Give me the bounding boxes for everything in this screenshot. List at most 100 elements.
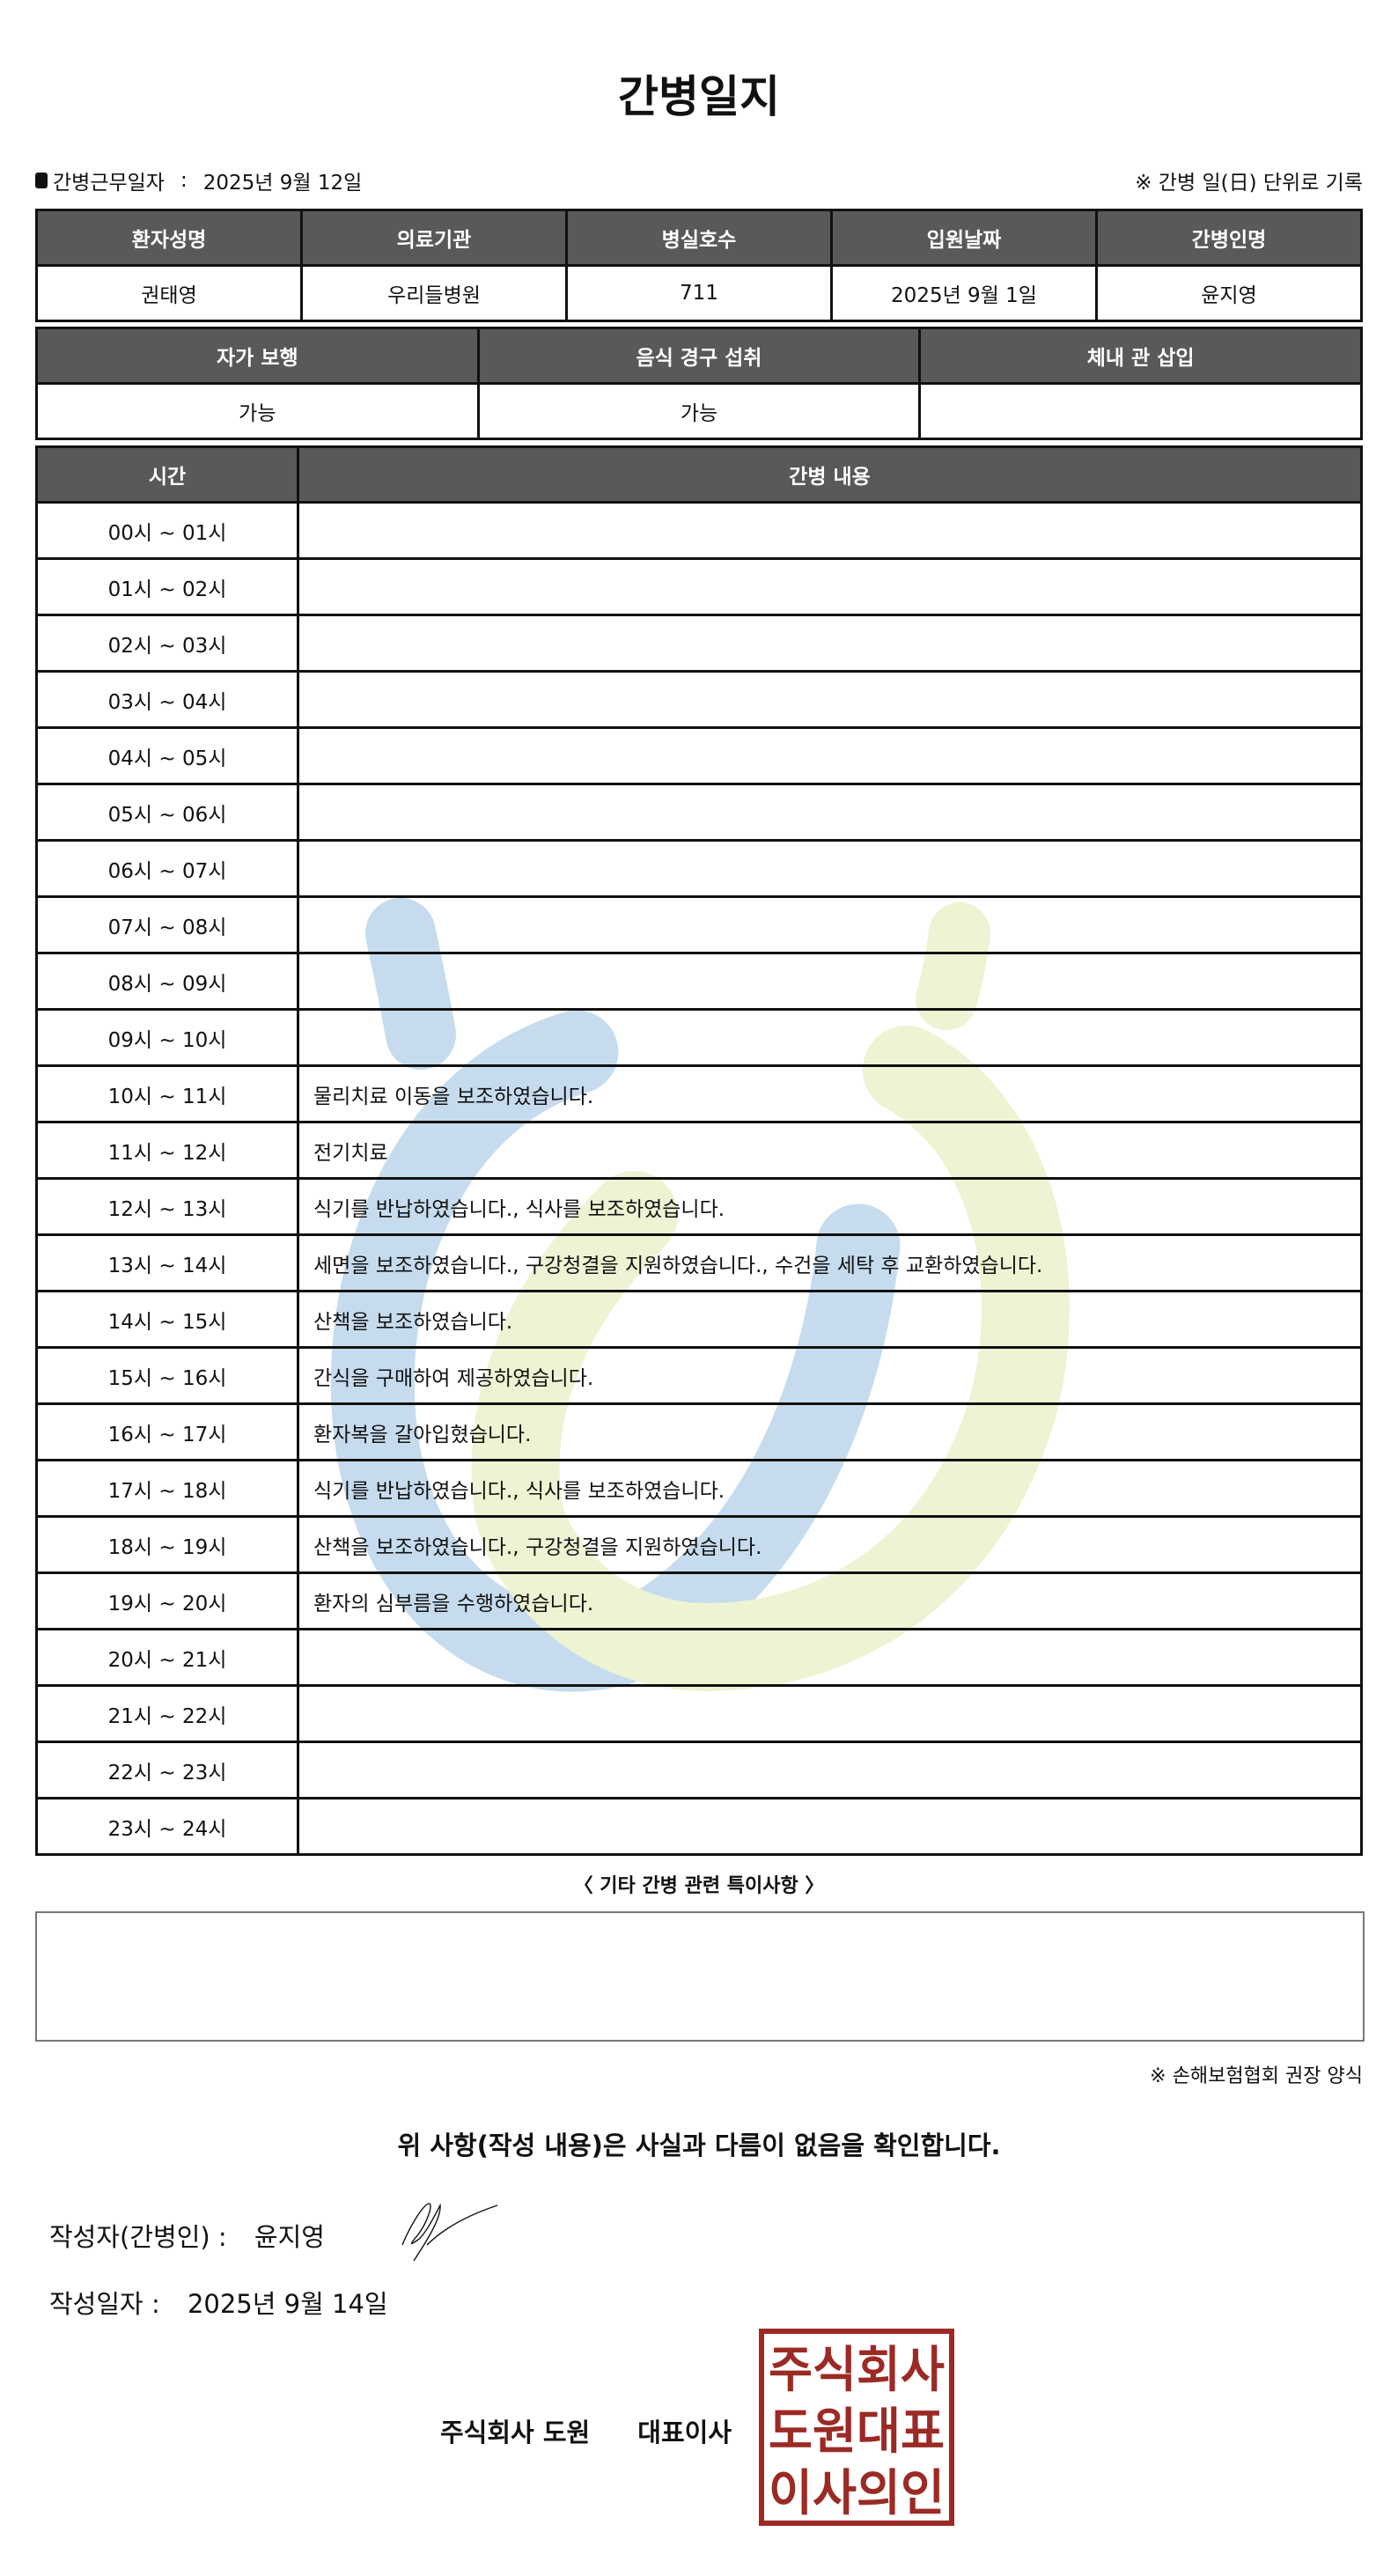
special-notes-box bbox=[35, 1911, 1365, 2042]
care-log-row: 11시 ~ 12시 전기치료 bbox=[35, 1121, 1363, 1180]
care-log-row: 16시 ~ 17시 환자복을 갈아입혔습니다. bbox=[35, 1402, 1363, 1461]
header-hospital: 의료기관 bbox=[300, 209, 568, 267]
care-log-row: 10시 ~ 11시 물리치료 이동을 보조하였습니다. bbox=[35, 1064, 1363, 1123]
care-content: 환자복을 갈아입혔습니다. bbox=[297, 1402, 1363, 1461]
time-slot: 00시 ~ 01시 bbox=[35, 501, 299, 560]
header-tube-insertion: 체내 관 삽입 bbox=[918, 327, 1363, 385]
care-date-label: 간병근무일자 bbox=[53, 172, 165, 195]
stamp-text-line: 이사의인 bbox=[769, 2465, 945, 2522]
care-log-row: 17시 ~ 18시 식기를 반납하였습니다., 식사를 보조하였습니다. bbox=[35, 1459, 1363, 1518]
time-slot: 22시 ~ 23시 bbox=[35, 1741, 299, 1800]
care-content: 식기를 반납하였습니다., 식사를 보조하였습니다. bbox=[297, 1177, 1363, 1236]
care-log-row: 18시 ~ 19시 산책을 보조하였습니다., 구강청결을 지원하였습니다. bbox=[35, 1515, 1363, 1574]
care-log-header-row: 시간 간병 내용 bbox=[35, 445, 1363, 504]
care-content bbox=[297, 783, 1363, 842]
time-slot: 15시 ~ 16시 bbox=[35, 1346, 299, 1405]
care-content: 식기를 반납하였습니다., 식사를 보조하였습니다. bbox=[297, 1459, 1363, 1518]
time-slot: 05시 ~ 06시 bbox=[35, 783, 299, 842]
care-log-row: 04시 ~ 05시 bbox=[35, 726, 1363, 785]
writer-label: 작성자(간병인) : bbox=[49, 2222, 227, 2252]
time-slot: 07시 ~ 08시 bbox=[35, 895, 299, 954]
care-content: 전기치료 bbox=[297, 1121, 1363, 1180]
header-time: 시간 bbox=[35, 445, 299, 504]
care-log-row: 22시 ~ 23시 bbox=[35, 1741, 1363, 1800]
status-header-row: 자가 보행 음식 경구 섭취 체내 관 삽입 bbox=[35, 327, 1363, 385]
care-content bbox=[297, 1684, 1363, 1743]
care-content: 세면을 보조하였습니다., 구강청결을 지원하였습니다., 수건을 세탁 후 교… bbox=[297, 1233, 1363, 1292]
tube-insertion bbox=[918, 382, 1363, 440]
care-content bbox=[297, 839, 1363, 898]
care-content bbox=[297, 726, 1363, 785]
care-content bbox=[297, 952, 1363, 1011]
patient-info-table: 환자성명 의료기관 병실호수 입원날짜 간병인명 권태영 우리들병원 711 2… bbox=[35, 209, 1363, 322]
care-content bbox=[297, 670, 1363, 729]
time-slot: 01시 ~ 02시 bbox=[35, 557, 299, 616]
care-content: 물리치료 이동을 보조하였습니다. bbox=[297, 1064, 1363, 1123]
time-slot: 08시 ~ 09시 bbox=[35, 952, 299, 1011]
care-content: 간식을 구매하여 제공하였습니다. bbox=[297, 1346, 1363, 1405]
time-slot: 03시 ~ 04시 bbox=[35, 670, 299, 729]
header-care-content: 간병 내용 bbox=[297, 445, 1363, 504]
company-name: 주식회사 도원 bbox=[440, 2418, 591, 2447]
company-title: 대표이사 bbox=[637, 2418, 732, 2447]
care-log-row: 03시 ~ 04시 bbox=[35, 670, 1363, 729]
patient-info-header-row: 환자성명 의료기관 병실호수 입원날짜 간병인명 bbox=[35, 209, 1363, 267]
confirmation-statement: 위 사항(작성 내용)은 사실과 다름이 없음을 확인합니다. bbox=[397, 2131, 1001, 2160]
care-log-row: 15시 ~ 16시 간식을 구매하여 제공하였습니다. bbox=[35, 1346, 1363, 1405]
time-slot: 19시 ~ 20시 bbox=[35, 1571, 299, 1630]
company-line: 주식회사 도원 대표이사 bbox=[440, 2412, 732, 2449]
time-slot: 18시 ~ 19시 bbox=[35, 1515, 299, 1574]
notes-label: 〈 기타 간병 관련 특이사항 〉 bbox=[573, 1875, 825, 1897]
time-slot: 16시 ~ 17시 bbox=[35, 1402, 299, 1461]
time-slot: 09시 ~ 10시 bbox=[35, 1008, 299, 1067]
time-slot: 21시 ~ 22시 bbox=[35, 1684, 299, 1743]
bullet-square-icon bbox=[35, 173, 48, 188]
hospital: 우리들병원 bbox=[300, 264, 568, 322]
time-slot: 23시 ~ 24시 bbox=[35, 1797, 299, 1856]
care-log-row: 01시 ~ 02시 bbox=[35, 557, 1363, 616]
written-date-value: 2025년 9월 14일 bbox=[187, 2289, 388, 2319]
time-slot: 17시 ~ 18시 bbox=[35, 1459, 299, 1518]
written-date-line: 작성일자 : 2025년 9월 14일 bbox=[49, 2284, 388, 2321]
care-content bbox=[297, 1741, 1363, 1800]
page-title: 간병일지 bbox=[618, 71, 780, 122]
patient-name: 권태영 bbox=[35, 264, 303, 322]
care-log-row: 12시 ~ 13시 식기를 반납하였습니다., 식사를 보조하였습니다. bbox=[35, 1177, 1363, 1236]
care-date-separator: : bbox=[180, 169, 188, 192]
time-slot: 14시 ~ 15시 bbox=[35, 1290, 299, 1349]
oral-intake: 가능 bbox=[476, 382, 922, 440]
care-log-table: 시간 간병 내용 00시 ~ 01시 01시 ~ 02시 02시 ~ 03시 03시 … bbox=[35, 445, 1363, 1856]
care-log-row: 14시 ~ 15시 산책을 보조하였습니다. bbox=[35, 1290, 1363, 1349]
care-content: 산책을 보조하였습니다. bbox=[297, 1290, 1363, 1349]
caregiver-name: 윤지영 bbox=[1095, 264, 1363, 322]
header-oral-intake: 음식 경구 섭취 bbox=[476, 327, 922, 385]
care-log-row: 07시 ~ 08시 bbox=[35, 895, 1363, 954]
time-slot: 02시 ~ 03시 bbox=[35, 614, 299, 673]
header-self-walking: 자가 보행 bbox=[35, 327, 480, 385]
time-slot: 10시 ~ 11시 bbox=[35, 1064, 299, 1123]
care-content: 환자의 심부름을 수행하였습니다. bbox=[297, 1571, 1363, 1630]
daily-record-note: ※ 간병 일(日) 단위로 기록 bbox=[1135, 172, 1363, 195]
care-log-row: 21시 ~ 22시 bbox=[35, 1684, 1363, 1743]
care-content: 산책을 보조하였습니다., 구강청결을 지원하였습니다. bbox=[297, 1515, 1363, 1574]
care-date-info: 간병근무일자 : 2025년 9월 12일 bbox=[35, 166, 362, 195]
care-log-row: 09시 ~ 10시 bbox=[35, 1008, 1363, 1067]
stamp-text-line: 주식회사 bbox=[769, 2342, 945, 2399]
header-admission-date: 입원날짜 bbox=[830, 209, 1098, 267]
care-content bbox=[297, 1628, 1363, 1687]
header-room: 병실호수 bbox=[565, 209, 833, 267]
writer-name: 윤지영 bbox=[254, 2222, 325, 2252]
care-log-row: 08시 ~ 09시 bbox=[35, 952, 1363, 1011]
care-content bbox=[297, 501, 1363, 560]
care-date-value: 2025년 9월 12일 bbox=[202, 172, 363, 195]
time-slot: 11시 ~ 12시 bbox=[35, 1121, 299, 1180]
header-patient-name: 환자성명 bbox=[35, 209, 303, 267]
care-log-row: 06시 ~ 07시 bbox=[35, 839, 1363, 898]
care-log-row: 02시 ~ 03시 bbox=[35, 614, 1363, 673]
stamp-text-line: 도원대표 bbox=[769, 2403, 945, 2461]
form-source-note: ※ 손해보험협회 권장 양식 bbox=[1150, 2065, 1363, 2087]
patient-status-table: 자가 보행 음식 경구 섭취 체내 관 삽입 가능 가능 bbox=[35, 327, 1363, 440]
header-caregiver-name: 간병인명 bbox=[1095, 209, 1363, 267]
admission-date: 2025년 9월 1일 bbox=[830, 264, 1098, 322]
status-value-row: 가능 가능 bbox=[35, 382, 1363, 440]
